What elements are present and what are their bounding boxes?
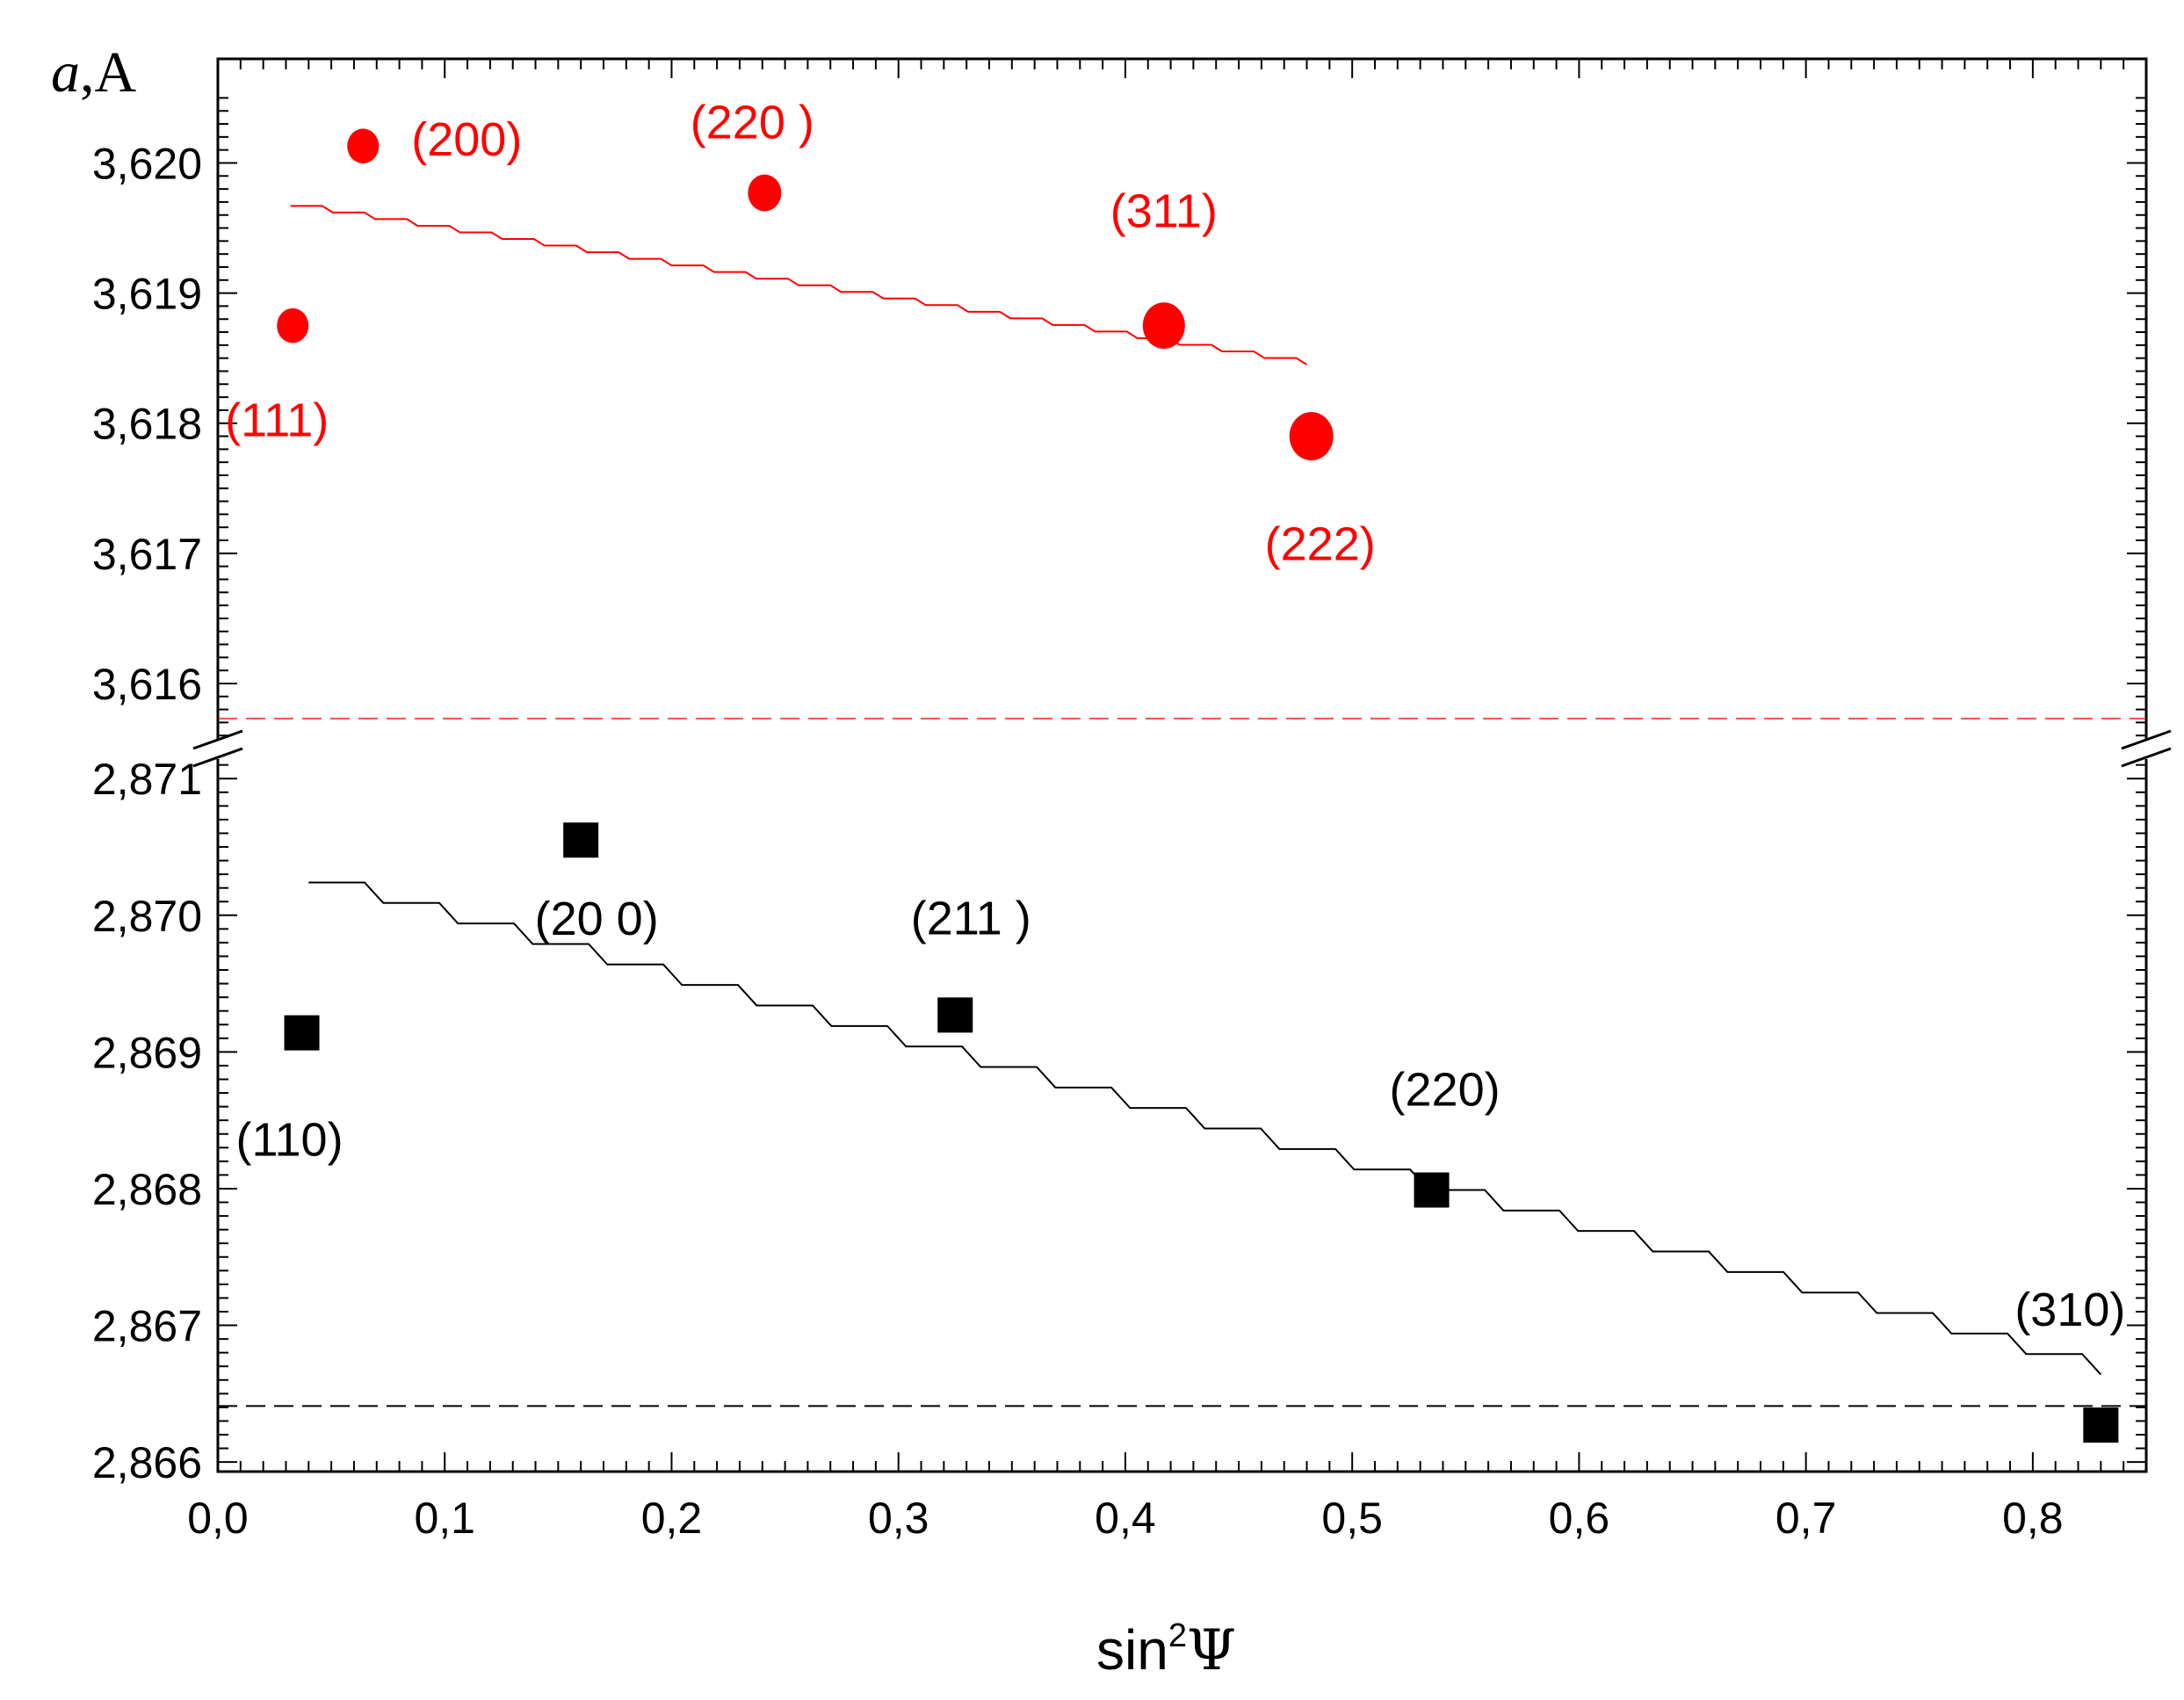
upper-data-point <box>1289 412 1334 461</box>
x-tick-label: 0,4 <box>1095 1494 1156 1543</box>
x-tick-label: 0,2 <box>641 1494 703 1543</box>
lower-y-tick-label: 2,867 <box>92 1302 202 1351</box>
upper-peak-label: (111) <box>225 394 329 447</box>
upper-y-tick-label: 3,618 <box>92 400 202 449</box>
axis-break-slash <box>2121 729 2172 750</box>
lower-data-point <box>563 822 599 858</box>
upper-peak-label: (222) <box>1265 518 1376 571</box>
lower-y-tick-label: 2,871 <box>92 755 202 804</box>
upper-y-tick-label: 3,620 <box>92 139 202 188</box>
lower-peak-label: (310) <box>2014 1284 2125 1336</box>
axis-break-slash <box>192 747 243 768</box>
lower-data-point <box>1414 1172 1450 1208</box>
lower-y-tick-label: 2,869 <box>92 1028 202 1077</box>
plot-frame <box>216 57 2148 1473</box>
x-tick-label: 0,7 <box>1775 1494 1837 1543</box>
lower-data-point <box>937 997 973 1033</box>
y-axis-label: a,A <box>51 40 137 105</box>
upper-y-tick-label: 3,619 <box>92 270 202 319</box>
x-tick-label: 0,0 <box>187 1494 249 1543</box>
x-tick-label: 0,6 <box>1549 1494 1610 1543</box>
axis-break-slash <box>2121 747 2172 768</box>
lower-fit-line <box>308 881 2102 1376</box>
lower-peak-label: (220) <box>1390 1064 1501 1117</box>
x-tick-label: 0,1 <box>414 1494 475 1543</box>
upper-y-tick-label: 3,617 <box>92 530 202 579</box>
upper-peak-label: (220 ) <box>691 97 814 149</box>
upper-y-tick-label: 3,616 <box>92 660 202 709</box>
lower-y-tick-label: 2,870 <box>92 892 202 941</box>
lower-y-tick-label: 2,868 <box>92 1165 202 1214</box>
lower-data-point <box>2083 1407 2119 1443</box>
axis-break-marks <box>192 729 2172 768</box>
upper-data-point <box>347 128 380 164</box>
lower-y-tick-label: 2,866 <box>92 1438 202 1487</box>
x-tick-label: 0,3 <box>868 1494 929 1543</box>
x-tick-label: 0,5 <box>1321 1494 1383 1543</box>
upper-peak-label: (311) <box>1110 185 1218 238</box>
lower-peak-label: (110) <box>236 1114 344 1167</box>
lower-data-point <box>284 1015 320 1051</box>
lower-peak-label: (211 ) <box>911 892 1031 944</box>
upper-data-point <box>748 174 782 212</box>
lower-peak-label: (20 0) <box>535 893 659 945</box>
x-axis-label: sin2Ψ <box>1096 1617 1236 1683</box>
axis-break-slash <box>192 729 243 750</box>
upper-data-point <box>1142 302 1185 350</box>
upper-peak-label: (200) <box>411 113 522 166</box>
x-tick-label: 0,8 <box>2002 1494 2064 1543</box>
upper-fit-line <box>290 205 1308 365</box>
upper-data-point <box>277 307 309 344</box>
